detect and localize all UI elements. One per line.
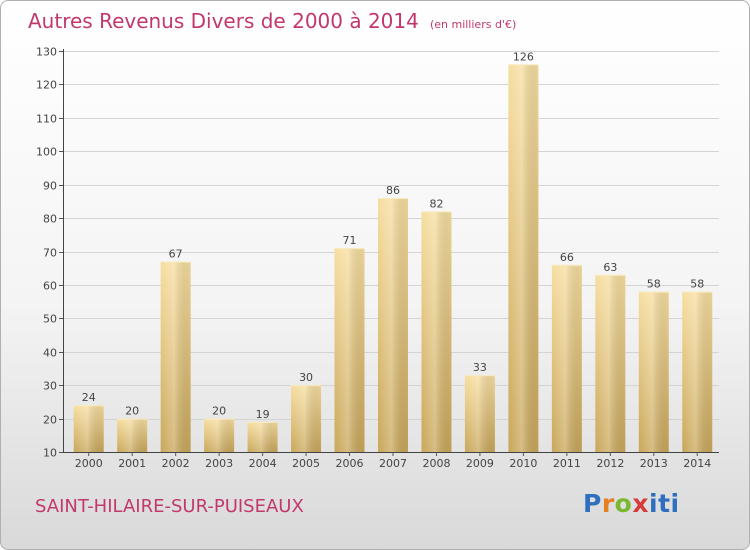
value-label: 82 [429,197,443,210]
bar-shade [551,264,582,452]
axis-layer: 10 20 30 40 50 60 70 80 90 100 110 120 130 [36,46,719,460]
value-label: 20 [125,405,139,418]
y-tick-label: 100 [36,146,57,159]
x-tick-label: 2013 [640,457,668,470]
y-tick-label: 40 [43,347,57,360]
logo-letter: r [601,489,615,518]
x-tick-label: 2003 [205,457,233,470]
city-name: SAINT-HILAIRE-SUR-PUISEAUX [35,496,304,517]
logo-letter: x [632,489,649,518]
value-label: 126 [513,50,534,63]
value-label: 30 [299,371,313,384]
value-label: 86 [386,184,400,197]
y-tick-label: 50 [43,313,57,326]
x-tick-label: 2009 [466,457,494,470]
bar-shade [378,198,408,452]
bar-shade [334,248,365,452]
bar-layer [73,64,713,452]
bar-shade [638,291,669,452]
chart-title-main: Autres Revenus Divers de 2000 à 2014 [28,9,419,33]
y-tick-label: 80 [43,213,57,226]
logo-letter: iti [649,489,680,518]
bar-shade [508,64,539,452]
bar-shade [464,375,495,452]
bar-shade [160,261,191,452]
label-layer: 24 2000 20 2001 67 2002 20 2003 19 2004 30 2005 71 20… [75,50,712,470]
x-tick-label: 2006 [336,457,364,470]
y-tick-label: 30 [43,380,57,393]
y-tick-label: 130 [36,46,57,59]
value-label: 20 [212,405,226,418]
value-label: 58 [647,278,661,291]
value-label: 24 [82,391,96,404]
x-tick-label: 2012 [596,457,624,470]
value-label: 33 [473,361,487,374]
chart-title: Autres Revenus Divers de 2000 à 2014 (en… [28,9,516,33]
y-tick-label: 20 [43,414,57,427]
chart-title-unit: (en milliers d'€) [429,18,517,31]
value-label: 63 [603,261,617,274]
value-label: 58 [690,278,704,291]
bar-shade [421,211,452,452]
y-tick-label: 10 [43,447,57,460]
x-tick-label: 2010 [509,457,537,470]
y-tick-label: 60 [43,280,57,293]
bar-shade [117,418,148,452]
x-tick-label: 2011 [553,457,581,470]
bar-shade [291,385,322,452]
x-tick-label: 2008 [422,457,450,470]
bar-shade [73,405,104,452]
bar-shade [595,274,626,452]
bar-shade [682,291,713,452]
x-tick-label: 2002 [162,457,190,470]
logo-letter: P [583,489,602,518]
x-tick-label: 2001 [118,457,146,470]
x-tick-label: 2007 [379,457,407,470]
value-label: 67 [169,248,183,261]
y-tick-label: 110 [36,113,57,126]
value-label: 19 [256,408,270,421]
x-tick-label: 2004 [249,457,277,470]
bar-shade [204,418,235,452]
bar-shade [247,421,278,452]
value-label: 66 [560,251,574,264]
x-tick-label: 2005 [292,457,320,470]
logo-letter: o [614,489,633,518]
proxiti-logo: Proxiti [583,489,680,518]
x-tick-label: 2000 [75,457,103,470]
x-tick-label: 2014 [683,457,711,470]
y-tick-label: 70 [43,247,57,260]
y-tick-label: 90 [43,180,57,193]
value-label: 71 [343,234,357,247]
y-tick-label: 120 [36,79,57,92]
